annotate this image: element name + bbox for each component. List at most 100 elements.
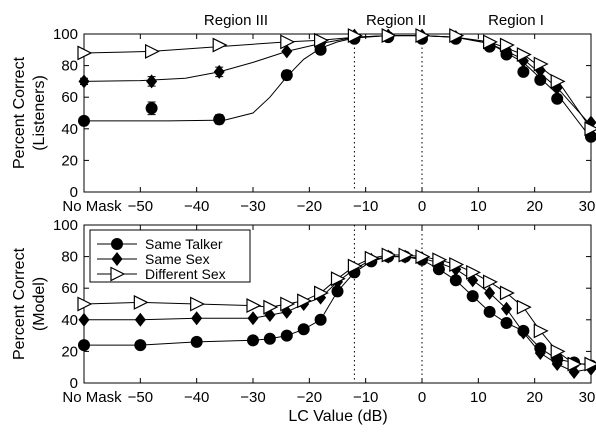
bottom-y-tick-label: 20 <box>61 343 78 360</box>
top-data-point-triangle <box>449 28 465 44</box>
bottom-data-point-triangle <box>347 258 363 274</box>
bottom-data-point-triangle <box>516 299 532 315</box>
top-y-tick-label: 100 <box>53 26 78 43</box>
region-label-1: Region I <box>488 12 544 29</box>
bottom-data-point-circle <box>247 334 259 347</box>
bottom-data-point-circle <box>134 339 147 352</box>
top-y-tick-label: 20 <box>61 152 78 169</box>
bottom-data-point-triangle <box>550 343 566 359</box>
top-data-point-diamond <box>213 64 225 79</box>
top-y-tick-label: 40 <box>61 121 78 138</box>
bottom-data-point-triangle <box>415 249 431 265</box>
top-data-point-triangle <box>516 47 532 63</box>
bottom-x-tick-label: No Mask <box>62 389 122 406</box>
bottom-y-tick-label: 40 <box>61 312 78 329</box>
top-data-point-circle <box>517 65 530 78</box>
bottom-data-point-triangle <box>398 247 414 263</box>
bottom-data-point-circle <box>263 332 276 345</box>
bottom-x-tick-label: 10 <box>470 389 487 406</box>
bottom-x-tick-label: 20 <box>526 389 543 406</box>
top-x-tick-label: −10 <box>353 198 378 215</box>
bottom-data-point-triangle <box>449 257 465 272</box>
bottom-data-point-circle <box>483 305 496 318</box>
bottom-y-tick-label: 80 <box>61 249 78 266</box>
bottom-data-point-diamond <box>501 301 512 316</box>
bottom-data-point-diamond <box>78 312 90 327</box>
bottom-x-tick-label: −20 <box>297 389 322 406</box>
top-data-point-triangle <box>584 121 596 137</box>
bottom-y-tick-label: 100 <box>53 217 78 234</box>
bottom-data-point-triangle <box>483 274 498 290</box>
bottom-y-tick-label: 0 <box>70 375 78 392</box>
bottom-data-point-triangle <box>466 264 482 280</box>
legend-label-same-talker: Same Talker <box>145 236 223 252</box>
bottom-data-point-circle <box>314 313 327 326</box>
top-x-tick-label: −50 <box>128 198 153 215</box>
region-label-3: Region III <box>204 12 268 29</box>
bottom-data-point-triangle <box>297 293 313 309</box>
top-data-point-diamond <box>78 74 90 89</box>
top-x-tick-label: 30 <box>579 198 596 215</box>
bottom-data-point-triangle <box>190 296 206 312</box>
bottom-data-point-triangle <box>263 299 279 315</box>
bottom-data-point-diamond <box>247 311 259 326</box>
bottom-data-point-triangle <box>314 285 329 301</box>
bottom-data-point-diamond <box>551 357 563 372</box>
bottom-x-tick-label: −30 <box>240 389 265 406</box>
top-data-point-triangle <box>145 43 160 59</box>
bottom-data-point-circle <box>297 323 310 336</box>
top-data-point-triangle <box>499 37 515 53</box>
bottom-data-point-circle <box>500 316 513 329</box>
top-axes-frame <box>83 33 592 193</box>
top-data-point-triangle <box>77 45 93 61</box>
region-label-2: Region II <box>366 12 426 29</box>
top-data-point-diamond <box>146 74 158 89</box>
top-series-line-triangle <box>83 35 592 130</box>
x-axis-label: LC Value (dB) <box>288 408 387 425</box>
top-data-point-triangle <box>280 34 296 50</box>
top-x-tick-label: −20 <box>297 198 322 215</box>
bottom-data-point-triangle <box>364 250 380 266</box>
top-data-point-circle <box>213 113 226 126</box>
bottom-data-point-triangle <box>584 356 596 372</box>
bottom-data-point-circle <box>190 335 203 348</box>
bottom-data-point-triangle <box>432 252 448 268</box>
top-data-point-triangle <box>314 32 329 48</box>
top-x-tick-label: No Mask <box>62 198 122 215</box>
top-data-point-circle <box>551 92 564 105</box>
top-y-tick-label: 80 <box>61 58 78 75</box>
bottom-data-point-diamond <box>484 285 496 300</box>
bottom-data-point-circle <box>466 290 479 303</box>
bottom-x-tick-label: −50 <box>128 389 153 406</box>
top-data-point-triangle <box>381 28 397 44</box>
top-data-point-circle <box>534 73 547 86</box>
legend: Same Talker Same Sex Different Sex <box>89 229 251 283</box>
top-series-line-diamond <box>83 35 592 126</box>
bottom-data-point-diamond <box>534 345 546 360</box>
top-data-point-triangle <box>212 37 228 53</box>
bottom-data-point-diamond <box>191 311 203 326</box>
bottom-data-point-circle <box>331 285 344 298</box>
bottom-data-point-circle <box>449 274 462 287</box>
top-y-tick-label: 60 <box>61 89 78 106</box>
bottom-data-point-diamond <box>134 312 146 327</box>
legend-label-same-sex: Same Sex <box>145 251 210 267</box>
top-panel: No Mask −50 −40 −30 −20 −10 0 10 20 30 0 20 40 60 80 10… <box>53 26 596 215</box>
top-data-point-diamond <box>281 44 293 59</box>
bottom-data-point-circle <box>280 329 293 342</box>
bottom-data-point-triangle <box>133 294 149 310</box>
top-x-tick-label: 10 <box>470 198 487 215</box>
bottom-data-point-triangle <box>246 298 262 314</box>
bottom-x-tick-label: −40 <box>184 389 209 406</box>
bottom-y-tick-label: 60 <box>61 280 78 297</box>
bottom-data-point-diamond <box>517 325 529 340</box>
top-x-tick-label: −40 <box>184 198 209 215</box>
top-data-point-circle <box>78 114 90 127</box>
top-ylabel-line1: Percent Correct <box>11 56 28 169</box>
top-x-tick-label: 0 <box>418 198 426 215</box>
bottom-data-point-triangle <box>567 356 583 372</box>
top-data-point-triangle <box>533 56 549 72</box>
top-data-point-triangle <box>550 73 566 89</box>
top-ylabel-line2: (Listeners) <box>31 75 48 151</box>
